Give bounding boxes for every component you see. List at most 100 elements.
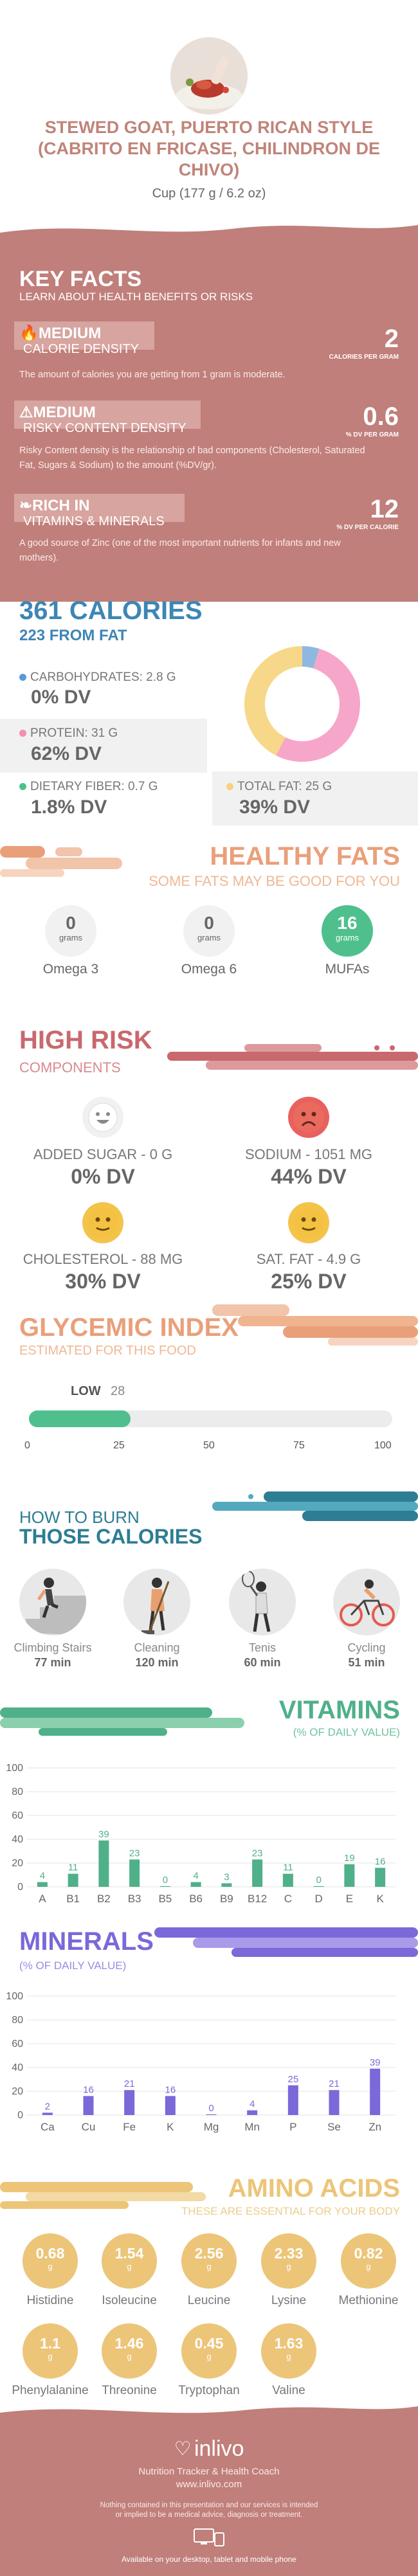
amino-bubble-histidine: 0.68 g bbox=[23, 2233, 78, 2289]
high-risk-subtitle: COMPONENTS bbox=[19, 1059, 121, 1076]
mufa-bubble: 16 grams bbox=[322, 905, 373, 957]
vitamin-bar-A bbox=[37, 1882, 48, 1887]
added-sugar-label: ADDED SUGAR - 0 g bbox=[33, 1146, 173, 1162]
fat-label: TOTAL FAT: 25 g bbox=[226, 780, 332, 794]
vitamin-category-E: E bbox=[346, 1893, 353, 1905]
stripe-decoration bbox=[212, 1304, 418, 1346]
kf-unit-risky: % DV PER GRAM bbox=[345, 431, 399, 438]
gi-tick-25: 25 bbox=[113, 1440, 125, 1451]
amino-bubble-threonine: 1.46 g bbox=[102, 2323, 157, 2379]
vitamin-bar-D bbox=[313, 1886, 324, 1887]
added-sugar-dv: 0% DV bbox=[71, 1165, 135, 1188]
healthy-fats-title: HEALTHY FATS bbox=[210, 842, 400, 870]
kf-value-risky: 0.6 bbox=[363, 402, 399, 431]
cholesterol-dv: 30% DV bbox=[65, 1270, 141, 1293]
footer-url[interactable]: www.inlivo.com bbox=[176, 2479, 242, 2490]
vitamin-value-B12: 23 bbox=[252, 1848, 263, 1859]
vitamin-ytick: 40 bbox=[12, 1834, 23, 1845]
carbs-label: CARBOHYDRATES: 2.8 g bbox=[19, 671, 176, 685]
vitamins-title: VITAMINS bbox=[278, 1696, 400, 1724]
gi-fill-bar bbox=[29, 1410, 131, 1427]
mineral-value-Se: 21 bbox=[329, 2078, 340, 2089]
vitamin-bar-B3 bbox=[129, 1859, 140, 1887]
amino-label-isoleucine: Isoleucine bbox=[102, 2294, 157, 2307]
wave-divider bbox=[0, 582, 418, 598]
amino-title: AMINO ACIDS bbox=[228, 2174, 400, 2202]
mineral-bar-Se bbox=[329, 2090, 340, 2115]
flame-icon: 🔥 bbox=[19, 325, 39, 342]
food-title: STEWED GOAT, PUERTO RICAN STYLE (CABRITO… bbox=[37, 118, 380, 179]
neutral-face-icon bbox=[82, 1202, 123, 1243]
warning-icon: ⚠ bbox=[19, 404, 33, 421]
mineral-ytick: 20 bbox=[12, 2086, 23, 2097]
mineral-value-Fe: 21 bbox=[124, 2078, 135, 2089]
mineral-bar-K bbox=[165, 2096, 176, 2115]
mineral-value-K: 16 bbox=[165, 2084, 176, 2095]
omega3-label: Omega 3 bbox=[42, 962, 99, 977]
minerals-bar-chart: 0 20 40 60 80 100 2 Ca 16 Cu 21 Fe 16 K 0 Mg 4 Mn 25 P 21 Se 3… bbox=[6, 1991, 395, 2133]
mineral-category-P: P bbox=[289, 2121, 296, 2133]
burn-activity-tennis: Tenis bbox=[248, 1641, 277, 1654]
mineral-ytick: 0 bbox=[17, 2110, 23, 2121]
mineral-bar-Zn bbox=[370, 2068, 381, 2115]
gi-value: 28 bbox=[111, 1384, 125, 1398]
amino-subtitle: THESE ARE ESSENTIAL FOR YOUR BODY bbox=[181, 2205, 400, 2217]
gi-tick-50: 50 bbox=[203, 1440, 215, 1451]
burn-minutes-stairs: 77 min bbox=[34, 1656, 71, 1669]
footer-tagline: Nutrition Tracker & Health Coach bbox=[138, 2466, 280, 2477]
footer bbox=[0, 2418, 418, 2576]
mineral-bar-Ca bbox=[42, 2112, 53, 2115]
minerals-subtitle: (% OF DAILY VALUE) bbox=[19, 1959, 127, 1972]
vitamin-category-B2: B2 bbox=[97, 1893, 111, 1905]
burn-activity-stairs: Climbing Stairs bbox=[14, 1641, 92, 1654]
glycemic-subtitle: ESTIMATED FOR THIS FOOD bbox=[19, 1344, 196, 1358]
sat-fat-dv: 25% DV bbox=[271, 1270, 347, 1293]
kf-name-vitamins: VITAMINS & MINERALS bbox=[23, 514, 165, 528]
heart-icon: ♡ bbox=[174, 2438, 192, 2460]
key-facts-subtitle: LEARN ABOUT HEALTH BENEFITS OR RISKS bbox=[19, 291, 253, 303]
vitamin-category-D: D bbox=[314, 1893, 322, 1905]
vitamin-value-B9: 3 bbox=[224, 1871, 229, 1882]
vitamin-value-B3: 23 bbox=[129, 1848, 140, 1859]
kf-desc-risky: Risky Content density is the relationshi… bbox=[19, 446, 365, 471]
minerals-title: MINERALS bbox=[19, 1927, 154, 1956]
vitamin-ytick: 80 bbox=[12, 1787, 23, 1797]
leaf-icon: ❧ bbox=[19, 497, 33, 514]
amino-bubble-methionine: 0.82 g bbox=[341, 2233, 396, 2289]
gi-tick-75: 75 bbox=[293, 1440, 305, 1451]
omega6-label: Omega 6 bbox=[181, 962, 237, 977]
devices-icon bbox=[193, 2528, 225, 2550]
mineral-category-Mn: Mn bbox=[244, 2121, 260, 2133]
mineral-category-Mg: Mg bbox=[204, 2121, 219, 2133]
fat-dot bbox=[226, 783, 233, 791]
footer-brand: ♡ inlivo bbox=[174, 2436, 244, 2461]
stripe-decoration bbox=[154, 1927, 418, 1957]
amino-bubble-leucine: 2.56 g bbox=[181, 2233, 237, 2289]
neutral-face-icon bbox=[288, 1202, 329, 1243]
vitamin-category-C: C bbox=[284, 1893, 292, 1905]
kf-band bbox=[14, 321, 154, 350]
mineral-ytick: 100 bbox=[6, 1991, 23, 2002]
vitamin-value-K: 16 bbox=[375, 1856, 386, 1867]
burn-minutes-tennis: 60 min bbox=[244, 1656, 281, 1669]
kf-band bbox=[14, 494, 185, 522]
amino-label-methionine: Methionine bbox=[338, 2294, 399, 2307]
carbs-dot bbox=[19, 674, 26, 681]
kf-desc-calorie: The amount of calories you are getting f… bbox=[19, 370, 286, 380]
vitamin-category-B1: B1 bbox=[66, 1893, 80, 1905]
vitamin-value-A: 4 bbox=[40, 1871, 45, 1882]
footer-available: Available on your desktop, tablet and mo… bbox=[122, 2555, 296, 2564]
mineral-ytick: 60 bbox=[12, 2039, 23, 2049]
vitamin-category-B5: B5 bbox=[158, 1893, 172, 1905]
kf-level-vitamins: ❧RICH IN bbox=[19, 497, 90, 514]
kf-level-calorie: 🔥MEDIUM bbox=[19, 325, 102, 342]
fiber-dot bbox=[19, 783, 26, 791]
high-risk-title: HIGH RISK bbox=[19, 1026, 152, 1054]
amino-label-lysine: Lysine bbox=[271, 2294, 307, 2307]
vitamin-category-B6: B6 bbox=[189, 1893, 203, 1905]
vitamin-bar-B2 bbox=[98, 1840, 109, 1887]
tennis-icon bbox=[229, 1569, 296, 1635]
vitamin-value-B5: 0 bbox=[163, 1875, 168, 1886]
amino-label-tryptophan: Tryptophan bbox=[178, 2384, 240, 2397]
mineral-value-P: 25 bbox=[287, 2074, 298, 2085]
